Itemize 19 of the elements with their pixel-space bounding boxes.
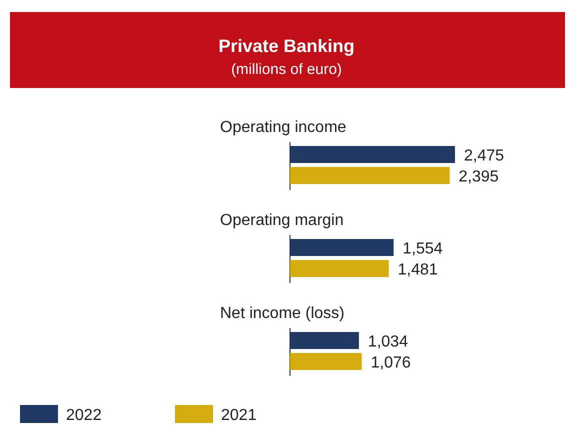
data-label: 1,481: [398, 262, 438, 278]
chart-subtitle: (millions of euro): [231, 61, 342, 78]
bar: [290, 332, 359, 349]
bar: [290, 260, 389, 277]
y-tick-label: Net income (loss): [220, 305, 344, 322]
legend-label: 2022: [66, 407, 102, 424]
chart-title: Private Banking: [218, 36, 355, 56]
y-tick-label: Operating income: [220, 119, 346, 136]
data-label: 1,554: [402, 240, 443, 258]
bar: [290, 146, 455, 163]
data-label: 1,034: [368, 334, 408, 350]
bar: [290, 239, 394, 256]
data-label: 2,395: [458, 168, 499, 186]
bar: [290, 353, 362, 370]
y-tick-label: Operating margin: [220, 212, 344, 229]
data-label: 1,076: [370, 354, 411, 372]
data-label: 2,475: [464, 148, 504, 164]
legend-label: 2021: [221, 407, 257, 424]
bar: [290, 167, 450, 184]
